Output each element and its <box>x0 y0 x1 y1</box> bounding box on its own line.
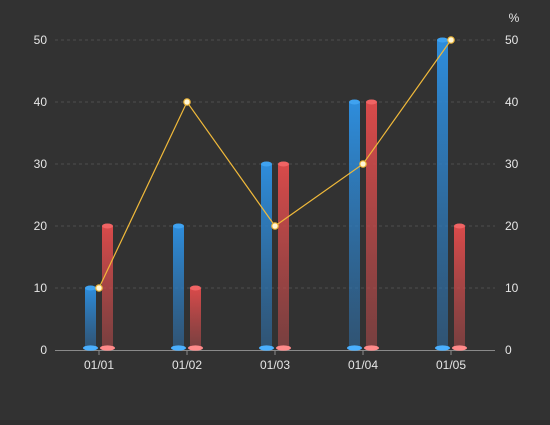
line-point <box>183 98 191 106</box>
bar-base-cap <box>435 345 450 351</box>
line-point <box>95 284 103 292</box>
bar <box>366 102 377 350</box>
bar <box>190 288 201 350</box>
bar-base-cap <box>83 345 98 351</box>
x-tick-label: 01/03 <box>260 358 290 372</box>
x-tick-label: 01/01 <box>84 358 114 372</box>
x-tick-label: 01/05 <box>436 358 466 372</box>
y-left-tick-label: 50 <box>34 33 48 47</box>
line-point <box>271 222 279 230</box>
bar-base-cap <box>171 345 186 351</box>
bar <box>85 288 96 350</box>
bar-top-cap <box>366 99 377 105</box>
bar <box>349 102 360 350</box>
y-left-tick-label: 10 <box>34 281 48 295</box>
right-axis-unit: % <box>509 11 520 25</box>
bar-top-cap <box>190 285 201 291</box>
x-tick-label: 01/04 <box>348 358 378 372</box>
y-right-tick-label: 20 <box>505 219 519 233</box>
bar-base-cap <box>364 345 379 351</box>
bar-top-cap <box>437 37 448 43</box>
y-right-tick-label: 0 <box>505 343 512 357</box>
y-right-tick-label: 30 <box>505 157 519 171</box>
y-right-tick-label: 10 <box>505 281 519 295</box>
y-left-tick-label: 40 <box>34 95 48 109</box>
bar-base-cap <box>347 345 362 351</box>
y-right-tick-label: 40 <box>505 95 519 109</box>
axes: % 0 10 20 30 40 50 0 10 20 30 40 50 01/01 01/02 01/03 0… <box>34 11 520 372</box>
bar <box>102 226 113 350</box>
bar-base-cap <box>188 345 203 351</box>
bar <box>437 40 448 350</box>
y-left-tick-label: 0 <box>40 343 47 357</box>
y-left-tick-label: 20 <box>34 219 48 233</box>
bar-top-cap <box>349 99 360 105</box>
line-point <box>447 36 455 44</box>
bar <box>454 226 465 350</box>
x-tick-label: 01/02 <box>172 358 202 372</box>
bar-base-cap <box>100 345 115 351</box>
y-right-tick-label: 50 <box>505 33 519 47</box>
bar <box>173 226 184 350</box>
bar-base-cap <box>452 345 467 351</box>
bar <box>278 164 289 350</box>
bar-top-cap <box>102 223 113 229</box>
grid-lines <box>55 39 495 289</box>
line-point <box>359 160 367 168</box>
bar-top-cap <box>85 285 96 291</box>
bar <box>261 164 272 350</box>
bar-top-cap <box>261 161 272 167</box>
bars <box>83 37 467 351</box>
line-series <box>95 36 455 292</box>
bar-top-cap <box>173 223 184 229</box>
bar-base-cap <box>259 345 274 351</box>
y-left-tick-label: 30 <box>34 157 48 171</box>
bar-top-cap <box>454 223 465 229</box>
bar-base-cap <box>276 345 291 351</box>
bar-top-cap <box>278 161 289 167</box>
